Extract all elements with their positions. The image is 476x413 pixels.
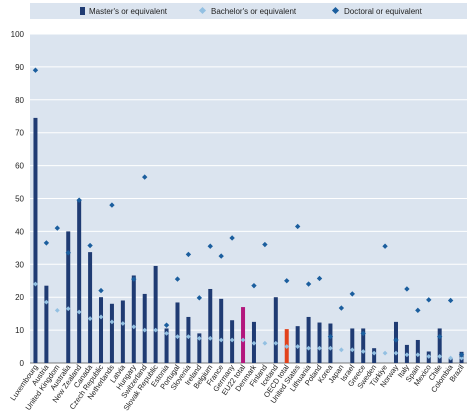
bar-masters bbox=[372, 348, 377, 363]
marker-doctoral bbox=[174, 276, 181, 282]
bar-masters bbox=[66, 231, 71, 363]
bar-masters bbox=[99, 297, 104, 363]
marker-bachelors bbox=[87, 316, 93, 321]
marker-doctoral bbox=[294, 223, 301, 230]
bar-masters bbox=[77, 199, 82, 363]
bar-masters bbox=[120, 300, 125, 363]
bar-masters bbox=[153, 265, 158, 363]
marker-doctoral bbox=[338, 305, 345, 311]
marker-doctoral bbox=[458, 352, 465, 358]
bar-masters bbox=[208, 288, 213, 363]
y-tick-label: 10 bbox=[15, 326, 24, 335]
bar-masters bbox=[241, 307, 246, 363]
marker-doctoral bbox=[360, 330, 366, 337]
bar-masters bbox=[219, 298, 224, 363]
marker-bachelors bbox=[382, 350, 388, 356]
marker-bachelors bbox=[459, 355, 464, 361]
marker-doctoral bbox=[426, 297, 432, 303]
marker-doctoral bbox=[316, 275, 323, 282]
bar-masters bbox=[175, 302, 180, 363]
marker-doctoral bbox=[142, 174, 148, 180]
marker-doctoral bbox=[109, 202, 115, 208]
bar-masters bbox=[306, 316, 311, 363]
y-tick-label: 70 bbox=[15, 129, 24, 138]
marker-bachelors bbox=[65, 306, 71, 312]
legend-swatch-masters bbox=[80, 7, 85, 15]
bar-masters bbox=[164, 328, 169, 363]
marker-doctoral bbox=[218, 253, 224, 259]
y-tick-label: 60 bbox=[15, 162, 24, 171]
marker-doctoral bbox=[305, 281, 312, 287]
y-tick-label: 20 bbox=[15, 293, 24, 302]
marker-doctoral bbox=[76, 197, 82, 203]
legend: Master's or equivalent Bachelor's or equ… bbox=[80, 6, 423, 16]
y-tick-label: 50 bbox=[15, 195, 24, 204]
y-tick-label: 90 bbox=[15, 63, 24, 72]
y-axis-ticks: 0 10 20 30 40 50 60 70 80 90 100 bbox=[11, 30, 25, 368]
bar-masters bbox=[350, 328, 355, 363]
marker-bachelors bbox=[175, 334, 180, 340]
bar-masters bbox=[448, 358, 453, 363]
bar-masters bbox=[415, 339, 420, 363]
legend-label-masters: Master's or equivalent bbox=[89, 7, 168, 16]
legend-swatch-bachelors bbox=[198, 6, 207, 15]
bar-masters bbox=[109, 303, 114, 363]
marker-bachelors bbox=[273, 340, 279, 346]
marker-bachelors bbox=[317, 345, 322, 351]
marker-doctoral bbox=[404, 286, 410, 292]
marker-doctoral bbox=[349, 291, 355, 297]
doctoral-markers bbox=[32, 67, 465, 358]
marker-doctoral bbox=[393, 337, 399, 343]
marker-doctoral bbox=[32, 67, 39, 73]
marker-bachelors bbox=[186, 334, 191, 340]
marker-doctoral bbox=[284, 278, 290, 284]
marker-bachelors bbox=[54, 307, 60, 313]
marker-doctoral bbox=[447, 297, 454, 304]
legend-swatch-doctoral bbox=[331, 6, 340, 15]
marker-bachelors bbox=[437, 354, 443, 359]
y-tick-label: 0 bbox=[20, 359, 25, 368]
marker-doctoral bbox=[131, 276, 137, 282]
bar-masters bbox=[197, 333, 202, 363]
bar-masters bbox=[317, 322, 322, 363]
marker-doctoral bbox=[207, 243, 213, 249]
marker-bachelors bbox=[240, 337, 246, 343]
marker-doctoral bbox=[437, 333, 443, 340]
marker-bachelors bbox=[371, 350, 377, 356]
bar-masters bbox=[33, 117, 38, 364]
marker-bachelors bbox=[120, 321, 126, 326]
marker-doctoral bbox=[415, 307, 421, 314]
marker-doctoral bbox=[229, 235, 235, 241]
marker-doctoral bbox=[87, 242, 93, 249]
bar-masters bbox=[328, 323, 333, 363]
legend-box bbox=[30, 3, 467, 19]
marker-doctoral bbox=[65, 250, 71, 256]
y-tick-label: 100 bbox=[11, 30, 25, 39]
marker-bachelors bbox=[131, 324, 137, 330]
bar-masters bbox=[186, 316, 191, 363]
y-tick-label: 80 bbox=[15, 96, 24, 105]
bar-masters bbox=[273, 297, 278, 363]
bar-masters bbox=[44, 285, 49, 363]
bar-masters bbox=[131, 275, 136, 363]
legend-label-doctoral: Doctoral or equivalent bbox=[344, 7, 423, 16]
y-tick-label: 40 bbox=[15, 227, 24, 236]
marker-bachelors bbox=[262, 340, 268, 346]
marker-doctoral bbox=[327, 333, 334, 340]
marker-doctoral bbox=[262, 241, 268, 248]
marker-bachelors bbox=[328, 345, 333, 351]
y-tick-label: 30 bbox=[15, 260, 24, 269]
bar-masters bbox=[361, 328, 366, 363]
bar-masters bbox=[88, 252, 93, 363]
marker-bachelors bbox=[426, 354, 432, 359]
legend-label-bachelors: Bachelor's or equivalent bbox=[211, 7, 297, 16]
bar-masters bbox=[437, 328, 442, 363]
